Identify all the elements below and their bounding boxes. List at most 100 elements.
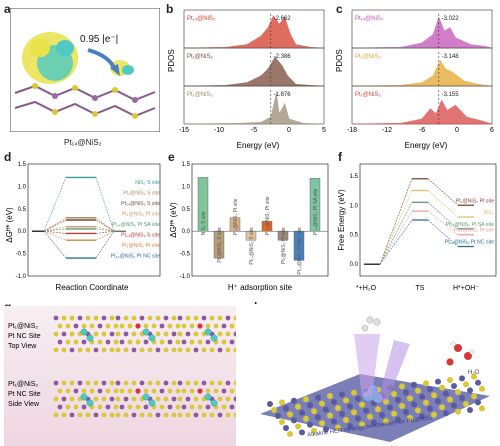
lattice-atom (193, 380, 199, 386)
surface-atom (331, 418, 337, 425)
lattice-atom (233, 315, 236, 321)
pt-atom (148, 334, 156, 342)
surface-atom (459, 375, 465, 382)
surface-atom (271, 407, 277, 413)
surface-atom (479, 385, 485, 392)
lattice-atom (221, 323, 227, 329)
lattice-atom (167, 388, 173, 394)
surface-atom (339, 411, 345, 417)
lattice-atom (201, 315, 207, 321)
lattice-atom (101, 315, 107, 321)
lattice-atom (69, 315, 75, 321)
lattice-atom (185, 380, 191, 386)
pt-atom (142, 328, 150, 336)
lattice-atom (189, 388, 195, 394)
level-connector (95, 217, 115, 232)
lattice-atom (217, 412, 223, 418)
pdos-chart-c: PDOS Pt₁₄@NiS₂ -3.022 Pt₁@NiS₂ -3.148 Pt₁@Ni… (336, 9, 494, 150)
lattice-atom (189, 339, 195, 345)
lattice-atom (181, 339, 187, 345)
surface-atom (343, 417, 349, 423)
lattice-atom (113, 388, 119, 394)
bar-label: Pt₁@NiS₂ Pt site (281, 227, 287, 264)
pdos-row-name: Pt₁@NiS₂ (355, 54, 381, 60)
bar-label: Pt₁@NiS₂ S site (217, 227, 223, 263)
lattice-atom (57, 388, 63, 394)
lattice-atom (53, 380, 59, 386)
lattice-atom (113, 323, 119, 329)
lattice-atom (217, 315, 223, 321)
lattice-atom (53, 315, 59, 321)
surface-atom (427, 405, 433, 412)
lattice-atom (185, 331, 191, 337)
lattice-atom (101, 412, 107, 418)
g-side-line-3: Side View (8, 401, 40, 408)
lattice-atom (171, 380, 177, 386)
lattice-atom (131, 347, 137, 353)
lattice-atom (185, 315, 191, 321)
surface-atom (319, 400, 325, 407)
level-connector (95, 231, 115, 259)
g-top-line-3: Top View (8, 343, 37, 350)
surface-atom (467, 407, 473, 413)
lattice-atom (205, 323, 211, 329)
tick-label: -15 (179, 127, 189, 134)
lattice-atom (115, 315, 121, 321)
level-connector (43, 219, 67, 232)
lattice-atom (131, 380, 137, 386)
pt-atom (86, 399, 94, 407)
surface-atom (311, 427, 317, 434)
surface-atom (439, 404, 445, 411)
tick-label: 1.0 (182, 184, 191, 190)
surface-atom (319, 420, 325, 427)
bar-chart-e: ΔGᴴ* (eV) 1.5 1.0 0.5 0.0 -0.5 -1.0 NiS₂ S si… (169, 162, 329, 292)
lattice-atom (97, 388, 103, 394)
pt-atom (80, 328, 88, 336)
legend-entry: NiS₂ S site (135, 180, 160, 186)
lattice-atom (119, 339, 125, 345)
pdos-curve (351, 99, 493, 125)
lattice-atom (159, 388, 165, 394)
surface-atom (407, 415, 413, 421)
lattice-atom (73, 404, 79, 410)
lattice-atom (97, 323, 103, 329)
surface-atom (315, 414, 321, 421)
surface-atom (383, 418, 389, 425)
lattice-atom (197, 404, 203, 410)
pt-atom (204, 393, 212, 401)
lattice-atom (209, 347, 215, 353)
lattice-atom (131, 412, 137, 418)
connector (379, 178, 413, 265)
surface-atom (443, 410, 449, 417)
lattice-atom (189, 404, 195, 410)
bar (197, 177, 209, 232)
lattice-atom (163, 396, 169, 402)
legend-entry: Pt₁₄@NiS₂ Pt NC site (111, 254, 160, 260)
lattice-atom (109, 347, 115, 353)
lattice-atom (105, 388, 111, 394)
tick-label: 1.5 (18, 162, 27, 168)
surface-atom (363, 407, 369, 414)
surface-atom (355, 415, 361, 422)
pdos-row-name: Pt₁@NiS₂ (187, 92, 213, 98)
lattice-atom (61, 412, 67, 418)
lattice-atom (109, 315, 115, 321)
lattice-atom (221, 388, 227, 394)
lattice-atom (85, 412, 91, 418)
lattice-atom (193, 331, 199, 337)
surface-atom (447, 396, 453, 403)
lattice-atom (73, 323, 79, 329)
pdos-row-value: -3.022 (442, 16, 460, 22)
surface-atom (427, 386, 433, 393)
lattice-atom (127, 339, 133, 345)
axis-label-y-e: ΔGᴴ* (eV) (169, 202, 178, 238)
surface-atom (359, 421, 365, 428)
h2o-label: H₂O (468, 370, 480, 376)
surface-atom (471, 393, 477, 400)
connector (379, 202, 413, 265)
lattice-atom (97, 404, 103, 410)
lattice-atom (143, 388, 149, 394)
surface-atom (327, 412, 333, 419)
tick-label: 1.0 (18, 184, 27, 190)
surface-atom (463, 381, 469, 388)
